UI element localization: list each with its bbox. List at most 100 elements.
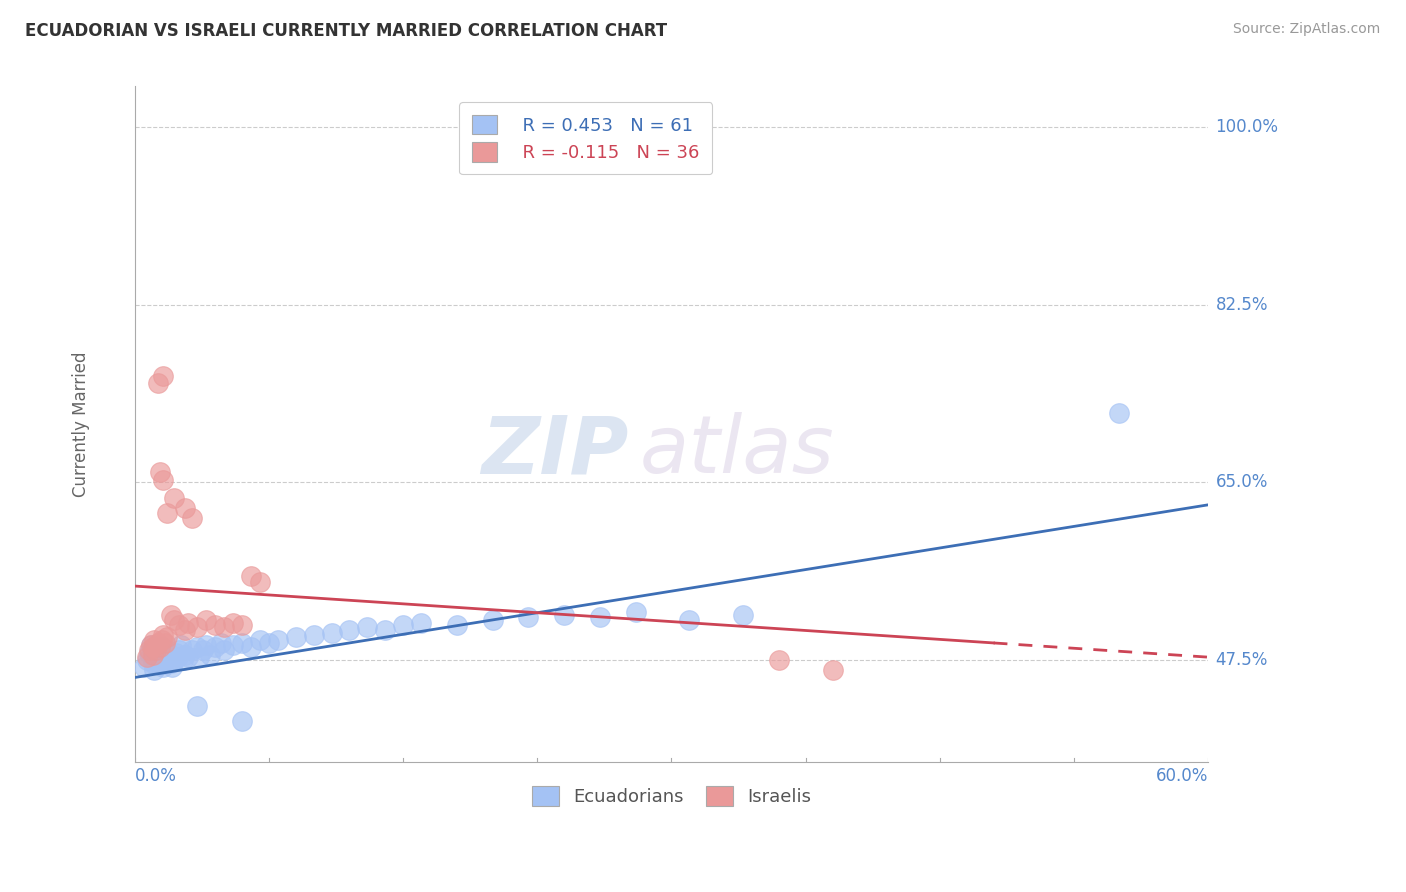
Point	[152, 368, 174, 383]
Point	[204, 617, 226, 632]
Point	[209, 636, 232, 650]
Point	[138, 643, 160, 657]
Point	[156, 643, 179, 657]
Point	[150, 650, 173, 665]
Point	[146, 643, 169, 657]
Point	[169, 643, 191, 657]
Legend: Ecuadorians, Israelis: Ecuadorians, Israelis	[524, 780, 818, 814]
Point	[145, 650, 167, 665]
Point	[163, 491, 186, 505]
Point	[678, 613, 700, 627]
Point	[153, 653, 176, 667]
Point	[159, 648, 181, 662]
Point	[159, 607, 181, 622]
Point	[172, 653, 194, 667]
Point	[150, 640, 173, 654]
Point	[195, 638, 218, 652]
Point	[212, 620, 235, 634]
Point	[173, 623, 195, 637]
Point	[138, 646, 160, 660]
Point	[142, 648, 165, 662]
Point	[166, 650, 188, 665]
Point	[156, 506, 179, 520]
Point	[446, 617, 468, 632]
Point	[821, 664, 844, 678]
Text: atlas: atlas	[640, 412, 834, 490]
Point	[142, 657, 165, 671]
Point	[139, 638, 162, 652]
Point	[173, 500, 195, 515]
Point	[169, 617, 191, 632]
Text: 0.0%: 0.0%	[135, 767, 177, 785]
Point	[188, 650, 211, 665]
Point	[481, 613, 503, 627]
Text: 100.0%: 100.0%	[1215, 118, 1278, 136]
Point	[170, 638, 193, 652]
Point	[231, 617, 253, 632]
Point	[143, 632, 166, 647]
Point	[339, 623, 361, 637]
Point	[163, 653, 186, 667]
Point	[136, 653, 159, 667]
Point	[165, 646, 187, 660]
Point	[589, 609, 612, 624]
Point	[156, 630, 179, 644]
Point	[149, 465, 172, 479]
Point	[142, 648, 165, 662]
Point	[163, 613, 186, 627]
Point	[392, 617, 415, 632]
Point	[159, 657, 181, 671]
Point	[177, 650, 200, 665]
Point	[517, 609, 540, 624]
Point	[139, 638, 162, 652]
Text: 47.5%: 47.5%	[1215, 651, 1268, 669]
Point	[150, 632, 173, 647]
Point	[198, 648, 221, 662]
Point	[374, 623, 396, 637]
Point	[143, 664, 166, 678]
Text: Currently Married: Currently Married	[72, 351, 90, 497]
Text: Source: ZipAtlas.com: Source: ZipAtlas.com	[1233, 22, 1381, 37]
Point	[204, 640, 226, 654]
Point	[222, 638, 245, 652]
Point	[231, 636, 253, 650]
Point	[149, 640, 172, 654]
Text: 82.5%: 82.5%	[1215, 296, 1268, 314]
Point	[356, 620, 378, 634]
Text: ECUADORIAN VS ISRAELI CURRENTLY MARRIED CORRELATION CHART: ECUADORIAN VS ISRAELI CURRENTLY MARRIED …	[25, 22, 668, 40]
Point	[145, 643, 167, 657]
Point	[240, 640, 263, 654]
Point	[186, 640, 208, 654]
Point	[267, 632, 290, 647]
Point	[195, 613, 218, 627]
Point	[186, 698, 208, 713]
Point	[157, 648, 180, 662]
Point	[191, 643, 214, 657]
Point	[132, 660, 155, 674]
Point	[152, 628, 174, 642]
Point	[731, 607, 754, 622]
Point	[257, 636, 280, 650]
Point	[212, 643, 235, 657]
Point	[321, 625, 343, 640]
Point	[302, 628, 325, 642]
Point	[181, 643, 204, 657]
Point	[186, 620, 208, 634]
Point	[553, 607, 575, 622]
Point	[231, 714, 253, 728]
Point	[181, 511, 204, 525]
Point	[768, 653, 790, 667]
Point	[142, 640, 165, 654]
Point	[153, 636, 176, 650]
Point	[146, 376, 169, 390]
Point	[149, 658, 172, 673]
Point	[173, 648, 195, 662]
Point	[177, 615, 200, 630]
Point	[146, 636, 169, 650]
Point	[1108, 406, 1130, 420]
Point	[624, 606, 647, 620]
Point	[249, 574, 271, 589]
Point	[240, 569, 263, 583]
Point	[136, 650, 159, 665]
Point	[152, 474, 174, 488]
